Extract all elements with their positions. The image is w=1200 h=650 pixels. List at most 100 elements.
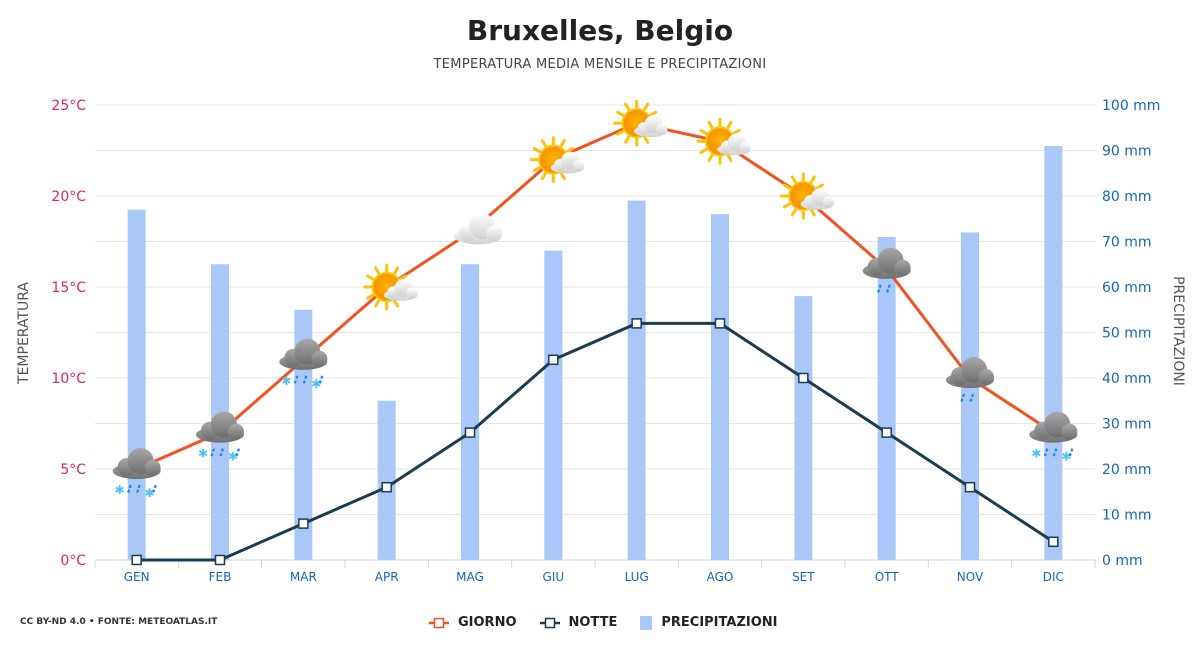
rain-drop — [876, 284, 882, 295]
y-tick-left: 15°C — [51, 280, 86, 296]
cloud-part — [1061, 423, 1078, 440]
night-line — [136, 321, 1055, 562]
night-point — [214, 554, 226, 566]
snowflake: ✱ — [145, 486, 155, 500]
rain-drop — [1043, 448, 1049, 458]
y-axis-label-right: PRECIPITAZIONI — [1170, 276, 1186, 386]
x-tick-label: GEN — [124, 570, 150, 584]
precip-bar — [211, 264, 229, 560]
legend-item-day[interactable]: GIORNO — [428, 615, 517, 630]
weather-icons: ✱ ✱✱ ✱✱ ✱✱ ✱ — [112, 99, 1078, 500]
sun-ray — [732, 128, 741, 135]
sun-ray — [699, 128, 708, 135]
sun-ray — [809, 175, 816, 184]
chart-title: Bruxelles, Belgio — [466, 14, 734, 47]
sun-ray — [393, 299, 400, 308]
night-point — [881, 427, 892, 438]
sun-ray — [366, 293, 375, 300]
x-tick-label: OTT — [875, 570, 900, 584]
sun-ray — [790, 208, 797, 217]
precip-bar — [377, 400, 396, 560]
legend-night-swatch — [539, 617, 560, 628]
sun-ray — [540, 139, 547, 148]
night-point — [631, 318, 642, 329]
y-axis-label-left: TEMPERATURA — [16, 282, 32, 385]
rain-drop — [1068, 448, 1074, 458]
y-tick-right: 80 mm — [1102, 189, 1152, 205]
sun-ray — [374, 299, 381, 308]
sun-cloud-icon — [696, 117, 751, 165]
sun-ray — [782, 183, 791, 190]
sun-ray — [649, 110, 658, 117]
night-point — [798, 372, 809, 384]
x-tick-label: AGO — [707, 570, 734, 584]
precip-bar — [461, 264, 479, 560]
y-tick-left: 0°C — [60, 553, 86, 569]
sun-ray — [707, 153, 714, 162]
night-point — [714, 318, 726, 329]
y-tick-right: 70 mm — [1102, 235, 1152, 251]
cloud-snow-rain-icon: ✱ ✱ — [196, 411, 244, 464]
sun-ray — [699, 147, 708, 154]
snowflake: ✱ — [198, 447, 208, 461]
cloud-part — [739, 141, 751, 154]
sun-ray — [782, 202, 791, 209]
sun-ray — [726, 120, 733, 130]
rain-drop — [151, 484, 157, 495]
snowflake: ✱ — [281, 374, 291, 388]
precip-bar — [1044, 145, 1063, 560]
cloud-part — [144, 460, 161, 476]
sun-ray — [559, 171, 566, 181]
sun-ray — [707, 120, 714, 130]
cloud-snow-rain-icon: ✱ ✱ — [112, 448, 161, 500]
precipitation-bars — [127, 145, 1063, 561]
snowflake: ✱ — [228, 450, 238, 464]
sun-cloud-icon — [529, 136, 585, 184]
cloud-part — [572, 160, 585, 172]
sun-ray — [393, 266, 400, 275]
legend-item-night[interactable]: NOTTE — [539, 615, 617, 630]
cloud-part — [486, 225, 502, 242]
sun-ray — [790, 175, 797, 184]
snowflake: ✱ — [311, 377, 321, 391]
y-tick-right: 90 mm — [1102, 144, 1152, 160]
y-tick-left: 20°C — [51, 189, 86, 205]
sun-ray — [374, 266, 381, 275]
rain-drop — [234, 448, 241, 458]
sun-ray — [559, 139, 566, 148]
night-point — [298, 518, 309, 529]
legend-day-swatch — [429, 617, 449, 628]
snowflake: ✱ — [115, 483, 125, 497]
cloud-part — [822, 196, 835, 208]
precip-bar — [711, 214, 729, 560]
night-point — [548, 354, 559, 366]
sun-ray — [809, 208, 816, 217]
sun-ray — [616, 110, 625, 117]
y-tick-right: 60 mm — [1102, 280, 1152, 296]
cloud-part — [406, 287, 418, 299]
legend-precip-swatch — [640, 615, 653, 630]
night-point — [381, 481, 392, 493]
sun-cloud-icon — [779, 172, 835, 220]
sun-ray — [815, 183, 824, 190]
sun-ray — [616, 129, 625, 136]
rain-drop — [318, 375, 324, 386]
x-tick-label: FEB — [209, 570, 232, 584]
rain-drop — [209, 448, 216, 458]
rain-drop — [885, 284, 891, 295]
sun-ray — [726, 153, 733, 162]
night-point — [464, 427, 476, 438]
precip-bar — [961, 232, 979, 560]
precip-bar — [294, 309, 313, 560]
night-point — [131, 554, 142, 566]
night-point — [964, 481, 976, 493]
cloud-rain-icon — [862, 247, 911, 295]
cloud-icon — [454, 213, 502, 245]
rain-drop — [302, 375, 308, 386]
rain-drop — [135, 484, 141, 495]
legend-precip-label: PRECIPITAZIONI — [661, 615, 778, 630]
snowflake: ✱ — [1061, 450, 1071, 464]
legend-item-precip[interactable]: PRECIPITAZIONI — [639, 615, 777, 630]
precip-bar — [877, 236, 896, 560]
